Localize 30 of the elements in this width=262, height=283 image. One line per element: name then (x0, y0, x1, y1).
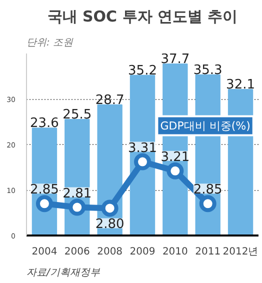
text: GDP대비 비중(%) (160, 119, 250, 132)
data-label: 3.21 (160, 150, 190, 165)
data-label: 28.7 (95, 92, 124, 108)
point (134, 153, 151, 170)
data-label: 2.81 (62, 186, 92, 202)
point (199, 195, 216, 212)
data-label: 25.5 (62, 107, 92, 122)
x-tick-label: 2008 (97, 246, 123, 258)
data-label: 2.85 (193, 182, 222, 198)
point (166, 162, 184, 180)
text: 단위: 조원 (26, 38, 74, 48)
point (36, 195, 53, 212)
x-tick-label: 2010 (162, 246, 188, 258)
point (68, 198, 86, 216)
text: 자료/기획재정부 (26, 268, 101, 278)
data-label: 35.3 (193, 62, 222, 78)
data-label: 35.2 (128, 63, 157, 78)
data-label: 2.80 (95, 217, 124, 232)
point (101, 200, 118, 217)
chart-title: 국내 SOC 투자 연도별 추이 (47, 8, 238, 26)
x-tick-label: 2012년 (222, 246, 258, 258)
data-label: 32.1 (226, 77, 256, 92)
x-tick-label: 2006 (64, 246, 90, 258)
data-label: 37.7 (160, 52, 190, 67)
data-label: 2.85 (30, 182, 59, 198)
data-label: 3.31 (128, 140, 157, 156)
x-tick-label: 2009 (130, 246, 156, 258)
x-tick-label: 2011 (195, 246, 221, 258)
x-tick-label: 2004 (32, 246, 58, 258)
data-label: 23.6 (30, 116, 59, 132)
